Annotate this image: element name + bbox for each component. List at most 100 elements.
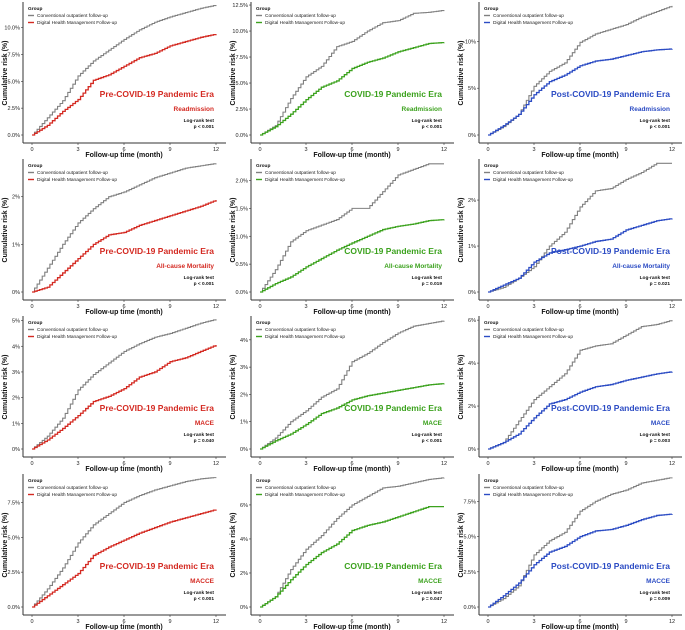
era-title: Post-COVID-19 Pandemic Era [551,246,670,256]
y-tick-label: 7.5% [463,499,476,505]
conventional-curve [260,10,445,136]
y-tick-label: 5% [468,86,476,92]
conventional-curve [32,5,217,136]
y-axis-label: Cumulative risk (%) [458,355,465,420]
x-tick-label: 12 [441,304,447,310]
y-tick-label: 2% [12,195,20,201]
x-tick-label: 0 [258,304,261,310]
x-tick-label: 9 [396,304,399,310]
legend-label: Conventional outpatient follow-up [37,327,108,333]
x-tick-label: 0 [30,147,33,153]
p-value: p = 0.019 [422,281,443,287]
digital-curve [488,218,673,293]
km-panel: 0% 2% 4% 6% 0 3 6 9 12 Follow-up time (month) Cumu… [230,474,454,630]
y-tick-label: 1.5% [235,206,248,212]
x-tick-label: 6 [350,461,353,467]
y-tick-label: 2% [468,404,476,410]
x-axis-label: Follow-up time (month) [85,466,162,473]
x-tick-label: 12 [669,461,675,467]
legend-title: Group [256,478,270,484]
y-tick-label: 5.0% [7,79,20,85]
endpoint-label: All-cause Mortality [156,263,214,270]
y-axis-label: Cumulative risk (%) [2,513,9,578]
endpoint-label: Readmission [402,106,442,113]
era-title: Pre-COVID-19 Pandemic Era [100,403,215,413]
x-tick-label: 6 [122,461,125,467]
y-tick-label: 7.5% [7,500,20,506]
legend-label: Digital Health Management Follow-up [493,177,573,183]
legend-label: Conventional outpatient follow-up [493,170,564,176]
y-tick-label: 1% [12,421,20,427]
x-axis-label: Follow-up time (month) [541,466,618,473]
conventional-curve [260,320,445,450]
x-tick-label: 3 [304,304,307,310]
era-title: COVID-19 Pandemic Era [344,89,442,99]
y-tick-label: 2% [468,198,476,204]
digital-curve [32,200,217,293]
legend-label: Conventional outpatient follow-up [37,485,108,491]
y-tick-label: 1% [12,242,20,248]
legend-label: Digital Health Management Follow-up [265,334,345,340]
y-tick-label: 2.5% [463,570,476,576]
y-tick-label: 12.5% [232,3,248,9]
x-axis-label: Follow-up time (month) [313,309,390,316]
logrank-label: Log-rank test [640,432,671,438]
y-tick-label: 1% [468,244,476,250]
digital-curve [260,383,445,450]
x-tick-label: 6 [350,147,353,153]
endpoint-label: MACE [423,420,443,427]
logrank-label: Log-rank test [184,432,215,438]
x-tick-label: 0 [486,461,489,467]
legend-label: Conventional outpatient follow-up [493,327,564,333]
x-axis-label: Follow-up time (month) [85,624,162,630]
y-axis-label: Cumulative risk (%) [458,41,465,106]
x-tick-label: 3 [76,147,79,153]
x-tick-label: 9 [396,619,399,625]
legend-label: Digital Health Management Follow-up [37,20,117,26]
p-value: p < 0.001 [422,438,443,444]
x-axis-label: Follow-up time (month) [313,624,390,630]
legend-title: Group [484,163,498,169]
digital-curve [488,48,673,136]
y-axis-label: Cumulative risk (%) [230,355,237,420]
y-tick-label: 0% [12,447,20,453]
x-tick-label: 3 [532,619,535,625]
x-tick-label: 6 [122,304,125,310]
x-tick-label: 6 [578,147,581,153]
x-tick-label: 12 [213,461,219,467]
x-tick-label: 3 [76,304,79,310]
y-tick-label: 2.5% [7,570,20,576]
x-tick-label: 0 [30,304,33,310]
x-tick-label: 12 [213,619,219,625]
km-panel: 0% 1% 2% 0 3 6 9 12 Follow-up time (month) Cumula… [2,159,226,316]
x-tick-label: 12 [669,619,675,625]
p-value: p < 0.001 [422,124,443,130]
y-axis-label: Cumulative risk (%) [458,513,465,578]
x-axis-label: Follow-up time (month) [541,152,618,159]
x-tick-label: 6 [350,619,353,625]
legend-title: Group [484,6,498,12]
x-axis-label: Follow-up time (month) [541,624,618,630]
legend-label: Digital Health Management Follow-up [493,334,573,340]
legend-title: Group [256,6,270,12]
legend-title: Group [28,163,42,169]
x-tick-label: 0 [30,461,33,467]
y-tick-label: 0% [240,447,248,453]
p-value: p = 0.047 [422,596,443,602]
y-tick-label: 0% [468,290,476,296]
x-tick-label: 0 [258,147,261,153]
legend-label: Digital Health Management Follow-up [265,177,345,183]
y-tick-label: 7.5% [7,52,20,58]
y-tick-label: 0.0% [235,290,248,296]
endpoint-label: Readmission [630,106,670,113]
x-tick-label: 3 [304,147,307,153]
y-axis-label: Cumulative risk (%) [2,355,9,420]
x-tick-label: 3 [532,461,535,467]
y-tick-label: 3% [240,365,248,371]
x-tick-label: 3 [304,619,307,625]
legend-label: Digital Health Management Follow-up [265,492,345,498]
y-axis-label: Cumulative risk (%) [230,513,237,578]
legend-title: Group [484,478,498,484]
endpoint-label: All-cause Mortality [384,263,442,270]
